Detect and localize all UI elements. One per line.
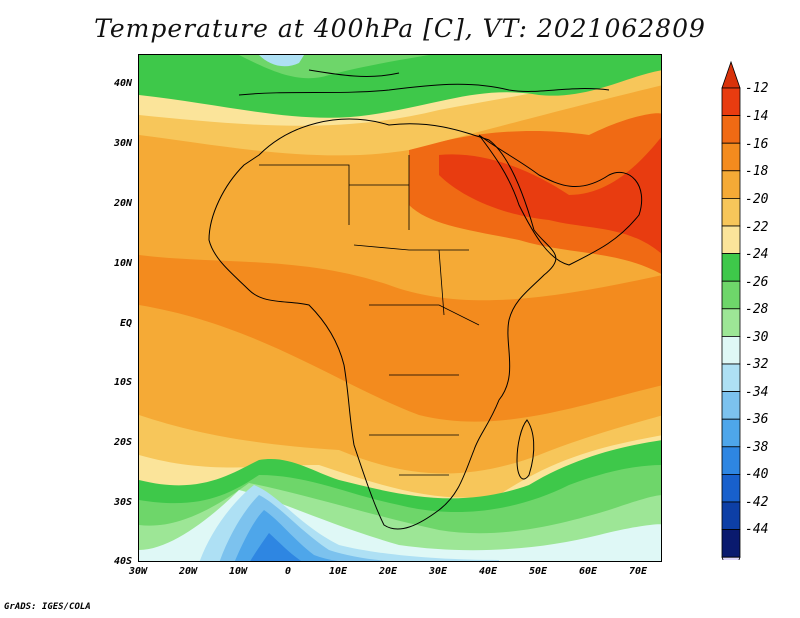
madagascar-coastline: [516, 419, 535, 480]
colorbar-label: -42: [745, 495, 769, 510]
colorbar-segment: [721, 418, 741, 448]
contour-blue-north: [259, 55, 304, 67]
chart-title: Temperature at 400hPa [C], VT: 202106280…: [94, 14, 706, 43]
colorbar-segment: [721, 170, 741, 199]
colorbar-label: -34: [745, 385, 769, 400]
x-tick-label: 60E: [578, 566, 598, 577]
colorbar-bottom-arrow: [721, 556, 741, 560]
colorbar-label: -12: [745, 81, 769, 96]
africa-coastline: [208, 118, 557, 530]
colorbar-segment: [721, 473, 741, 503]
colorbar-label: -38: [745, 440, 769, 455]
map-svg: [139, 55, 661, 561]
arabia-coastline: [478, 134, 643, 266]
x-tick-label: 20E: [378, 566, 398, 577]
colorbar-segment: [721, 501, 741, 531]
colorbar-label: -36: [745, 412, 769, 427]
x-tick-label: 0: [284, 566, 292, 577]
x-tick-label: 10E: [328, 566, 348, 577]
contour-hottest: [439, 137, 661, 254]
contour-blue4-south: [250, 533, 302, 561]
europe-coastline: [238, 69, 610, 96]
colorbar-segment: [721, 335, 741, 365]
colorbar-segment: [721, 446, 741, 475]
colorbar-segment: [721, 87, 741, 117]
y-tick-label: EQ: [119, 318, 132, 329]
colorbar-label: -28: [745, 302, 769, 317]
colorbar-top-arrow: [721, 60, 741, 89]
colorbar-segment: [721, 391, 741, 420]
y-tick-label: 20N: [113, 198, 132, 209]
colorbar-segment: [721, 529, 741, 558]
colorbar: [721, 60, 741, 560]
contour-orange-central: [139, 255, 661, 422]
temperature-map: [138, 54, 662, 562]
y-tick-label: 40N: [113, 78, 132, 89]
colorbar-segment: [721, 363, 741, 393]
x-tick-label: 30W: [128, 566, 148, 577]
colorbar-label: -32: [745, 357, 769, 372]
colorbar-label: -18: [745, 164, 769, 179]
colorbar-label: -20: [745, 192, 769, 207]
y-tick-label: 10N: [113, 258, 132, 269]
colorbar-label: -26: [745, 275, 769, 290]
colorbar-label: -30: [745, 330, 769, 345]
y-tick-label: 30N: [113, 138, 132, 149]
colorbar-segment: [721, 115, 741, 144]
colorbar-label: -40: [745, 467, 769, 482]
x-tick-label: 30E: [428, 566, 448, 577]
country-borders: [259, 155, 480, 476]
x-tick-label: 70E: [628, 566, 648, 577]
contour-green-north: [139, 55, 661, 118]
colorbar-segment: [721, 308, 741, 337]
x-tick-label: 20W: [178, 566, 198, 577]
y-tick-label: 30S: [113, 497, 132, 508]
colorbar-segment: [721, 142, 741, 172]
y-tick-label: 20S: [113, 437, 132, 448]
colorbar-label: -16: [745, 137, 769, 152]
colorbar-label: -24: [745, 247, 769, 262]
colorbar-segment: [721, 253, 741, 282]
x-tick-label: 40E: [478, 566, 498, 577]
footer-credit: GrADS: IGES/COLA: [4, 602, 91, 612]
colorbar-label: -22: [745, 220, 769, 235]
x-tick-label: 50E: [528, 566, 548, 577]
colorbar-label: -14: [745, 109, 769, 124]
y-tick-label: 40S: [113, 556, 132, 567]
colorbar-segment: [721, 197, 741, 227]
colorbar-segment: [721, 225, 741, 255]
colorbar-label: -44: [745, 522, 769, 537]
x-tick-label: 10W: [228, 566, 248, 577]
colorbar-segment: [721, 280, 741, 310]
y-tick-label: 10S: [113, 377, 132, 388]
